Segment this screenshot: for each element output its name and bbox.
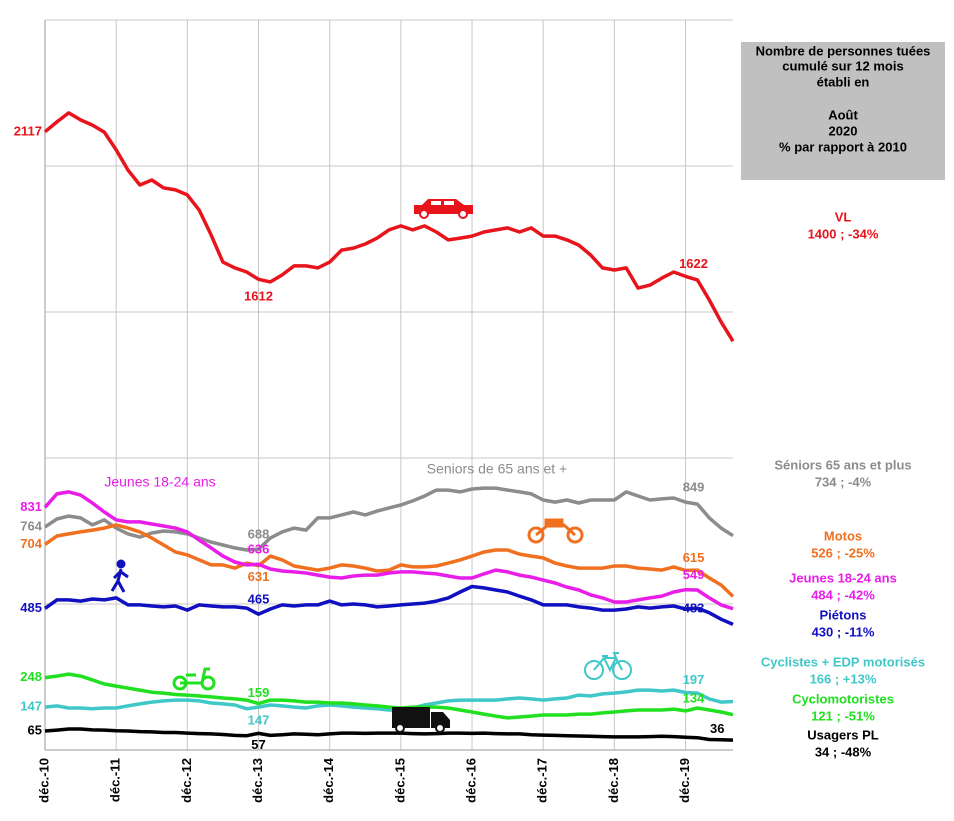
series-line <box>43 111 735 343</box>
legend-value: 430 ; -11% <box>812 624 875 639</box>
data-label: 483 <box>683 600 705 615</box>
data-label: 485 <box>20 600 42 615</box>
series-annotation: Seniors de 65 ans et + <box>427 461 568 477</box>
data-label: 147 <box>248 713 270 728</box>
data-label: 2117 <box>14 123 42 138</box>
series-line <box>44 727 734 742</box>
info-text: Nombre de personnes tuées <box>756 43 931 58</box>
data-label: 688 <box>248 527 270 542</box>
series-line <box>43 523 735 598</box>
car-icon <box>414 199 473 219</box>
series-line <box>43 584 734 627</box>
legend-value: 1400 ; -34% <box>808 226 879 241</box>
data-label: 1622 <box>679 256 708 271</box>
info-text: établi en <box>817 74 870 89</box>
legend-name: Cyclomotoristes <box>792 691 894 706</box>
data-label: 615 <box>683 550 705 565</box>
legend-value: 121 ; -51% <box>811 708 875 723</box>
moto-icon <box>527 518 584 544</box>
data-label: 764 <box>20 518 42 533</box>
legend-name: Cyclistes + EDP motorisés <box>761 654 925 669</box>
data-label: 465 <box>248 592 270 607</box>
data-label: 57 <box>251 737 265 752</box>
data-label: 1612 <box>244 289 273 304</box>
data-label: 636 <box>248 542 270 557</box>
info-text: Août <box>828 107 858 122</box>
data-label: 134 <box>683 690 705 705</box>
data-label: 549 <box>683 567 705 582</box>
legend-name: VL <box>835 209 852 224</box>
series-line <box>44 672 734 720</box>
legend-value: 34 ; -48% <box>815 744 872 759</box>
scooter-icon <box>172 667 216 691</box>
x-tick-label: déc.-15 <box>392 758 407 803</box>
legend-value: 734 ; -4% <box>815 474 872 489</box>
data-label: 65 <box>28 722 42 737</box>
x-tick-label: déc.-14 <box>321 757 336 803</box>
data-label: 704 <box>20 536 42 551</box>
data-label: 248 <box>20 669 42 684</box>
data-label: 197 <box>683 672 705 687</box>
legend-value: 484 ; -42% <box>811 587 875 602</box>
series-line <box>44 688 734 712</box>
legend-name: Séniors 65 ans et plus <box>774 457 911 472</box>
data-label: 36 <box>710 721 724 736</box>
x-tick-label: déc.-12 <box>179 758 194 803</box>
series-line <box>43 490 734 611</box>
info-box <box>741 42 945 180</box>
x-tick-label: déc.-13 <box>250 758 265 803</box>
x-tick-label: déc.-11 <box>108 758 123 802</box>
data-label: 159 <box>248 685 270 700</box>
legend-name: Usagers PL <box>807 727 879 742</box>
legend-name: Jeunes 18-24 ans <box>789 570 897 585</box>
x-tick-label: déc.-19 <box>677 758 692 803</box>
data-label: 147 <box>20 699 42 714</box>
pedestrian-icon <box>110 559 129 593</box>
x-tick-label: déc.-17 <box>535 758 550 803</box>
x-tick-label: déc.-18 <box>606 758 621 803</box>
data-label: 631 <box>248 569 270 584</box>
series-annotation: Jeunes 18-24 ans <box>104 474 215 490</box>
legend-name: Motos <box>824 528 862 543</box>
data-label: 849 <box>683 480 705 495</box>
truck-icon <box>392 707 450 733</box>
info-text: 2020 <box>829 123 858 138</box>
x-tick-label: déc.-16 <box>463 758 478 803</box>
legend-name: Piétons <box>820 607 867 622</box>
legend-value: 166 ; +13% <box>810 671 877 686</box>
bicycle-icon <box>584 652 632 680</box>
legend-value: 526 ; -25% <box>811 545 875 560</box>
series-line <box>44 486 734 552</box>
data-label: 831 <box>20 499 42 514</box>
info-text: % par rapport à 2010 <box>779 139 907 154</box>
x-tick-label: déc.-10 <box>36 758 51 803</box>
info-text: cumulé sur 12 mois <box>782 58 903 73</box>
